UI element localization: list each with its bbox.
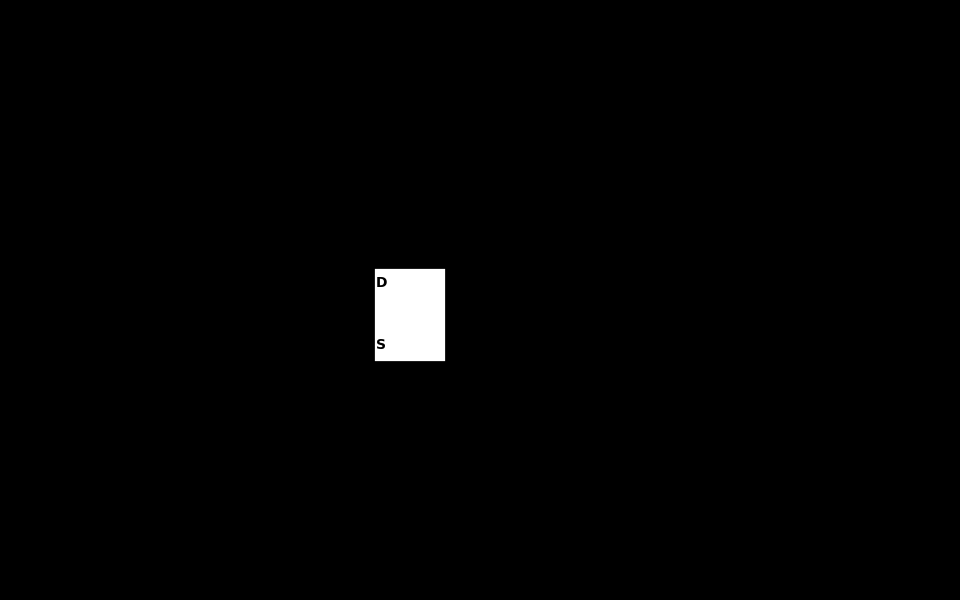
Polygon shape	[674, 311, 727, 355]
Circle shape	[368, 241, 377, 248]
Circle shape	[625, 448, 636, 455]
Circle shape	[564, 241, 574, 248]
Circle shape	[695, 448, 705, 455]
Circle shape	[224, 241, 233, 248]
Circle shape	[652, 241, 661, 248]
Circle shape	[652, 211, 661, 219]
Circle shape	[774, 241, 783, 248]
Polygon shape	[606, 313, 655, 354]
Polygon shape	[689, 162, 746, 209]
Circle shape	[625, 448, 636, 455]
Bar	[372, 267, 446, 363]
Text: Wide-Range
High-Voltage
  DC Input: Wide-Range High-Voltage DC Input	[115, 156, 225, 213]
Circle shape	[405, 448, 415, 455]
Text: TinySwitch-4: TinySwitch-4	[203, 370, 313, 385]
Circle shape	[405, 241, 415, 248]
Circle shape	[442, 152, 451, 160]
Circle shape	[712, 241, 723, 248]
Circle shape	[110, 241, 120, 248]
Circle shape	[494, 448, 504, 455]
Text: +: +	[873, 140, 886, 158]
Text: −: −	[872, 256, 887, 274]
Circle shape	[224, 122, 233, 131]
Text: PI-6578-020915: PI-6578-020915	[805, 503, 927, 518]
Circle shape	[625, 211, 636, 219]
Text: −: −	[91, 463, 107, 481]
Text: +: +	[92, 140, 106, 158]
Polygon shape	[595, 109, 631, 144]
Text: D: D	[376, 275, 388, 290]
Circle shape	[154, 122, 163, 131]
Circle shape	[652, 241, 661, 248]
Circle shape	[652, 122, 661, 131]
Circle shape	[512, 211, 521, 219]
Circle shape	[712, 122, 723, 131]
Circle shape	[861, 241, 871, 248]
Circle shape	[695, 241, 705, 248]
Circle shape	[652, 122, 661, 131]
Text: BP/M: BP/M	[450, 319, 484, 331]
Circle shape	[154, 241, 163, 248]
Text: S: S	[376, 338, 386, 352]
Circle shape	[695, 448, 705, 455]
Text: EN/UV: EN/UV	[450, 285, 492, 298]
Circle shape	[739, 448, 749, 455]
Text: DC
Output: DC Output	[823, 150, 888, 191]
Circle shape	[774, 211, 783, 219]
Polygon shape	[254, 219, 316, 271]
